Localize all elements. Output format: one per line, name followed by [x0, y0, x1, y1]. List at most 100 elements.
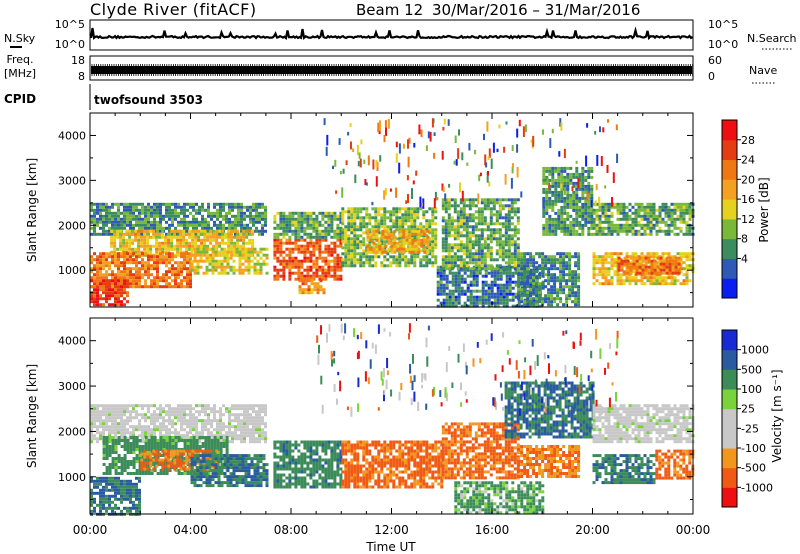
data-cell — [96, 220, 99, 224]
data-cell — [454, 286, 458, 290]
data-cell — [441, 219, 445, 223]
data-cell — [377, 255, 381, 259]
data-cell — [422, 213, 426, 217]
data-cell — [182, 241, 186, 245]
data-cell — [511, 274, 515, 278]
data-cell — [569, 223, 573, 227]
data-cell — [623, 259, 627, 263]
data-cell — [135, 282, 138, 286]
data-cell — [679, 261, 683, 265]
data-cell — [682, 217, 686, 221]
data-cell — [285, 247, 289, 251]
data-cell — [454, 274, 458, 278]
data-cell — [431, 252, 435, 256]
data-cell — [288, 277, 292, 281]
data-cell — [372, 229, 376, 233]
data-cell — [336, 229, 340, 233]
data-cell — [661, 205, 665, 209]
data-cell — [306, 211, 310, 215]
data-cell — [206, 235, 210, 239]
data-cell — [150, 211, 153, 215]
data-cell — [659, 265, 663, 269]
data-cell — [218, 235, 222, 239]
data-cell — [450, 258, 454, 262]
data-cell — [646, 226, 650, 230]
data-cell — [474, 237, 478, 241]
data-cell — [141, 273, 144, 277]
data-cell — [194, 238, 198, 242]
data-cell — [246, 214, 249, 218]
data-cell — [439, 289, 443, 293]
data-cell — [309, 250, 313, 254]
data-cell — [102, 205, 105, 209]
data-cell — [170, 247, 174, 251]
data-cell — [598, 232, 602, 236]
data-cell — [105, 223, 108, 227]
data-cell — [99, 270, 102, 274]
data-cell — [565, 303, 569, 307]
data-cell — [498, 240, 502, 244]
data-cell — [604, 232, 608, 236]
data-cell — [667, 229, 671, 233]
data-cell — [300, 274, 304, 278]
data-cell — [138, 267, 141, 271]
data-cell — [226, 250, 230, 254]
data-cell — [465, 216, 469, 220]
data-cell — [598, 282, 602, 286]
data-cell — [420, 241, 424, 245]
data-cell — [186, 255, 189, 259]
data-cell — [472, 265, 476, 269]
data-cell — [309, 214, 313, 218]
data-cell — [649, 232, 653, 236]
data-cell — [171, 252, 174, 256]
data-cell — [562, 279, 566, 283]
data-cell — [312, 277, 316, 281]
data-cell — [559, 276, 563, 280]
data-cell — [173, 229, 177, 233]
data-cell — [471, 258, 475, 262]
data-cell — [550, 303, 554, 307]
data-cell — [138, 279, 141, 283]
data-cell — [192, 226, 195, 230]
data-cell — [294, 226, 298, 230]
data-cell — [114, 223, 117, 227]
data-cell — [297, 217, 301, 221]
data-cell — [324, 268, 328, 272]
data-cell — [141, 202, 144, 206]
data-cell — [643, 226, 647, 230]
data-cell — [442, 292, 446, 296]
data-cell — [96, 273, 99, 277]
data-cell — [498, 243, 502, 247]
data-cell — [143, 247, 147, 251]
data-cell — [468, 255, 472, 259]
data-cell — [507, 219, 511, 223]
data-cell — [315, 274, 319, 278]
data-cell — [143, 232, 147, 236]
data-cell — [477, 210, 481, 214]
data-cell — [313, 285, 317, 289]
data-cell — [548, 217, 552, 221]
data-cell — [192, 214, 195, 218]
data-cell — [168, 217, 171, 221]
data-cell — [572, 190, 576, 194]
data-cell — [193, 265, 197, 269]
data-cell — [472, 295, 476, 299]
data-cell — [159, 255, 162, 259]
data-cell — [679, 214, 683, 218]
data-cell — [444, 255, 448, 259]
data-cell — [102, 267, 105, 271]
data-cell — [682, 214, 686, 218]
data-cell — [578, 226, 582, 230]
data-cell — [230, 238, 234, 242]
data-cell — [483, 264, 487, 268]
data-cell — [581, 208, 585, 212]
data-cell — [230, 235, 234, 239]
data-cell — [306, 217, 310, 221]
data-cell — [472, 277, 476, 281]
data-cell — [646, 252, 650, 256]
data-cell — [484, 301, 488, 305]
data-cell — [387, 238, 391, 242]
data-cell — [380, 261, 384, 265]
data-cell — [247, 265, 251, 269]
data-cell — [366, 250, 370, 254]
